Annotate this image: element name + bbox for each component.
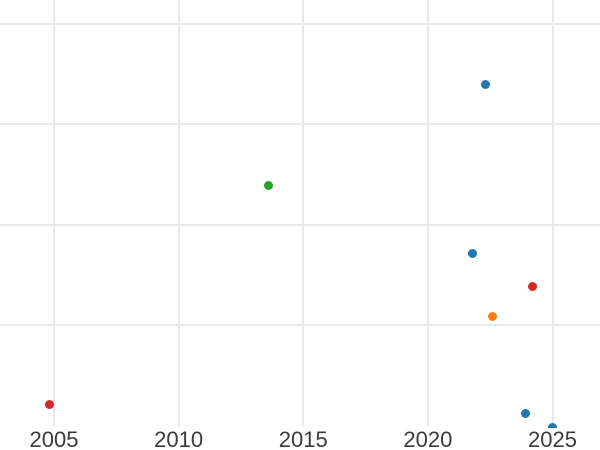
horizontal-gridline bbox=[0, 324, 600, 326]
vertical-gridline bbox=[302, 0, 305, 426]
vertical-gridline bbox=[53, 0, 55, 426]
data-point-orange bbox=[488, 312, 498, 322]
vertical-gridline bbox=[426, 0, 429, 426]
data-point-blue bbox=[480, 80, 490, 90]
x-tick-label: 2020 bbox=[403, 427, 453, 450]
x-tick-label: 2005 bbox=[29, 427, 79, 450]
horizontal-gridline bbox=[0, 22, 600, 25]
data-point-blue bbox=[520, 408, 530, 418]
data-point-blue bbox=[548, 423, 557, 428]
vertical-gridline bbox=[551, 0, 554, 426]
data-point-red bbox=[528, 282, 538, 292]
data-point-green bbox=[263, 180, 273, 190]
data-point-red bbox=[44, 399, 54, 409]
x-tick-label: 2015 bbox=[278, 427, 328, 450]
x-tick-label: 2010 bbox=[154, 427, 204, 450]
vertical-gridline bbox=[177, 0, 180, 426]
x-tick-label: 2025 bbox=[528, 427, 577, 450]
horizontal-gridline bbox=[0, 123, 600, 125]
plot-area bbox=[0, 0, 600, 428]
horizontal-gridline bbox=[0, 223, 600, 226]
data-point-blue bbox=[468, 249, 478, 259]
